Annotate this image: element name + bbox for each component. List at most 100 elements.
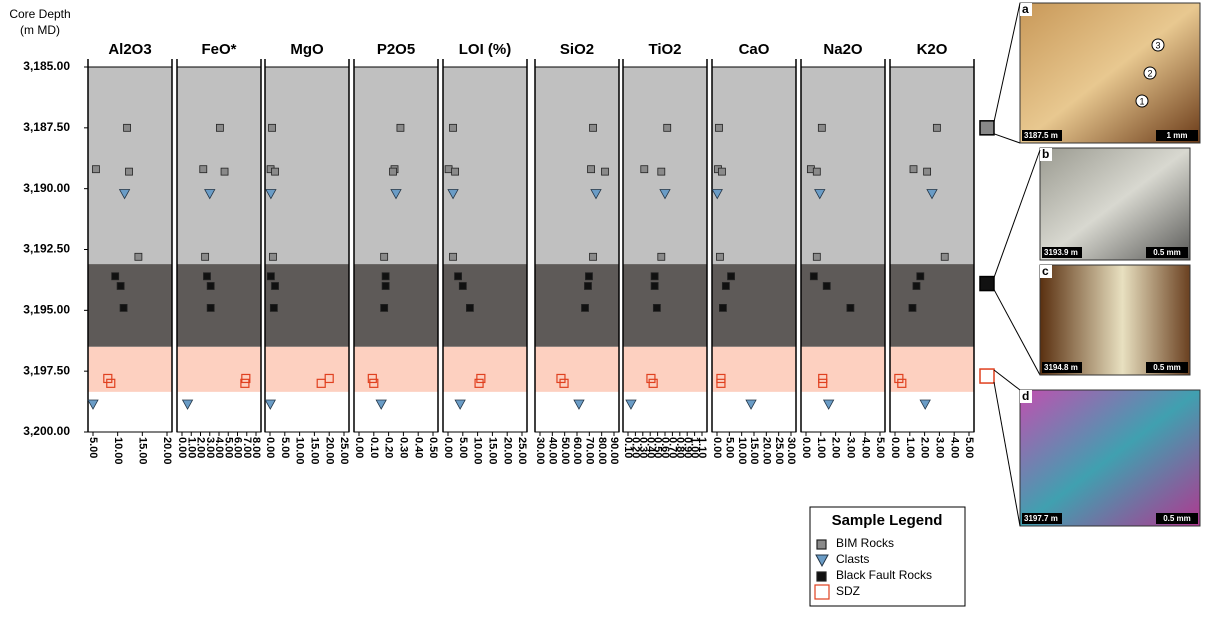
data-point <box>126 168 133 175</box>
photo <box>1040 148 1190 260</box>
data-point <box>582 304 589 311</box>
depth-band <box>88 67 172 264</box>
data-point <box>813 168 820 175</box>
legend-marker <box>817 540 826 549</box>
x-tick-label: 0.00 <box>264 437 276 458</box>
data-point <box>269 253 276 260</box>
depth-band <box>265 67 349 264</box>
x-tick-label: 5.00 <box>874 437 886 458</box>
data-point <box>716 253 723 260</box>
x-tick-label: 20.00 <box>161 437 173 465</box>
data-point <box>590 124 597 131</box>
data-point <box>588 166 595 173</box>
x-tick-label: 8.00 <box>250 437 262 458</box>
x-tick-label: 20.00 <box>501 437 513 465</box>
data-point <box>203 273 210 280</box>
x-tick-label: 10.00 <box>112 437 124 465</box>
x-tick-label: 0.00 <box>800 437 812 458</box>
depth-marker <box>980 121 994 135</box>
x-tick-label: 0.00 <box>442 437 454 458</box>
data-point <box>455 273 462 280</box>
data-point <box>183 400 193 409</box>
photo-depth: 3194.8 m <box>1044 363 1078 372</box>
x-tick-label: 1.10 <box>696 437 708 458</box>
y-tick-label: 3,195.00 <box>23 303 70 317</box>
data-point <box>376 400 386 409</box>
x-tick-label: 70.00 <box>583 437 595 465</box>
panel-title: Al2O3 <box>108 41 151 58</box>
y-tick-label: 3,192.50 <box>23 242 70 256</box>
y-axis-label: Core Depth <box>9 7 70 21</box>
y-tick-label: 3,190.00 <box>23 181 70 195</box>
x-tick-label: 1.00 <box>815 437 827 458</box>
x-tick-label: 3.00 <box>844 437 856 458</box>
data-point <box>585 273 592 280</box>
x-tick-label: 10.00 <box>472 437 484 465</box>
data-point <box>847 304 854 311</box>
data-point <box>221 168 228 175</box>
depth-band <box>535 347 619 392</box>
depth-band <box>623 347 707 392</box>
data-point <box>941 253 948 260</box>
data-point <box>913 283 920 290</box>
data-point <box>641 166 648 173</box>
data-point <box>382 283 389 290</box>
data-point <box>450 253 457 260</box>
panel-title: MgO <box>290 41 324 58</box>
photo-letter: d <box>1022 389 1029 403</box>
x-tick-label: 25.00 <box>773 437 785 465</box>
y-tick-label: 3,197.50 <box>23 363 70 377</box>
data-point <box>459 283 466 290</box>
panel-title: P2O5 <box>377 41 415 58</box>
panel-title: FeO* <box>201 41 236 58</box>
photo-letter: b <box>1042 147 1049 161</box>
x-tick-label: 0.10 <box>368 437 380 458</box>
photo-scale: 0.5 mm <box>1163 514 1191 523</box>
data-point <box>728 273 735 280</box>
x-tick-label: 0.00 <box>353 437 365 458</box>
depth-band <box>354 347 438 392</box>
x-tick-label: 0.20 <box>383 437 395 458</box>
data-point <box>265 400 275 409</box>
data-point <box>651 273 658 280</box>
x-tick-label: 10.00 <box>294 437 306 465</box>
data-point <box>746 400 756 409</box>
data-point <box>200 166 207 173</box>
x-tick-label: 25.00 <box>516 437 528 465</box>
data-point <box>818 124 825 131</box>
x-tick-label: 20.00 <box>323 437 335 465</box>
depth-band <box>712 67 796 264</box>
depth-band <box>177 264 261 347</box>
x-tick-label: 15.00 <box>308 437 320 465</box>
x-tick-label: 0.00 <box>711 437 723 458</box>
data-point <box>718 168 725 175</box>
x-tick-label: 40.00 <box>546 437 558 465</box>
depth-band <box>623 264 707 347</box>
arrow-number: 2 <box>1147 68 1152 78</box>
photo-letter: c <box>1042 264 1049 278</box>
x-tick-label: 5.00 <box>963 437 975 458</box>
connector <box>994 370 1020 390</box>
data-point <box>584 283 591 290</box>
data-point <box>270 304 277 311</box>
x-tick-label: 2.00 <box>919 437 931 458</box>
photo <box>1020 390 1200 526</box>
x-tick-label: 0.30 <box>397 437 409 458</box>
panel-title: Na2O <box>823 41 863 58</box>
photo-depth: 3197.7 m <box>1024 514 1058 523</box>
depth-band <box>354 264 438 347</box>
data-point <box>651 283 658 290</box>
connector <box>994 150 1040 278</box>
data-point <box>658 253 665 260</box>
x-tick-label: 1.00 <box>904 437 916 458</box>
data-point <box>397 124 404 131</box>
x-tick-label: 60.00 <box>571 437 583 465</box>
depth-band <box>88 347 172 392</box>
photo-depth: 3193.9 m <box>1044 248 1078 257</box>
data-point <box>722 283 729 290</box>
x-tick-label: 10.00 <box>736 437 748 465</box>
y-axis-label: (m MD) <box>20 23 60 37</box>
data-point <box>810 273 817 280</box>
x-tick-label: 3.00 <box>933 437 945 458</box>
data-point <box>917 273 924 280</box>
